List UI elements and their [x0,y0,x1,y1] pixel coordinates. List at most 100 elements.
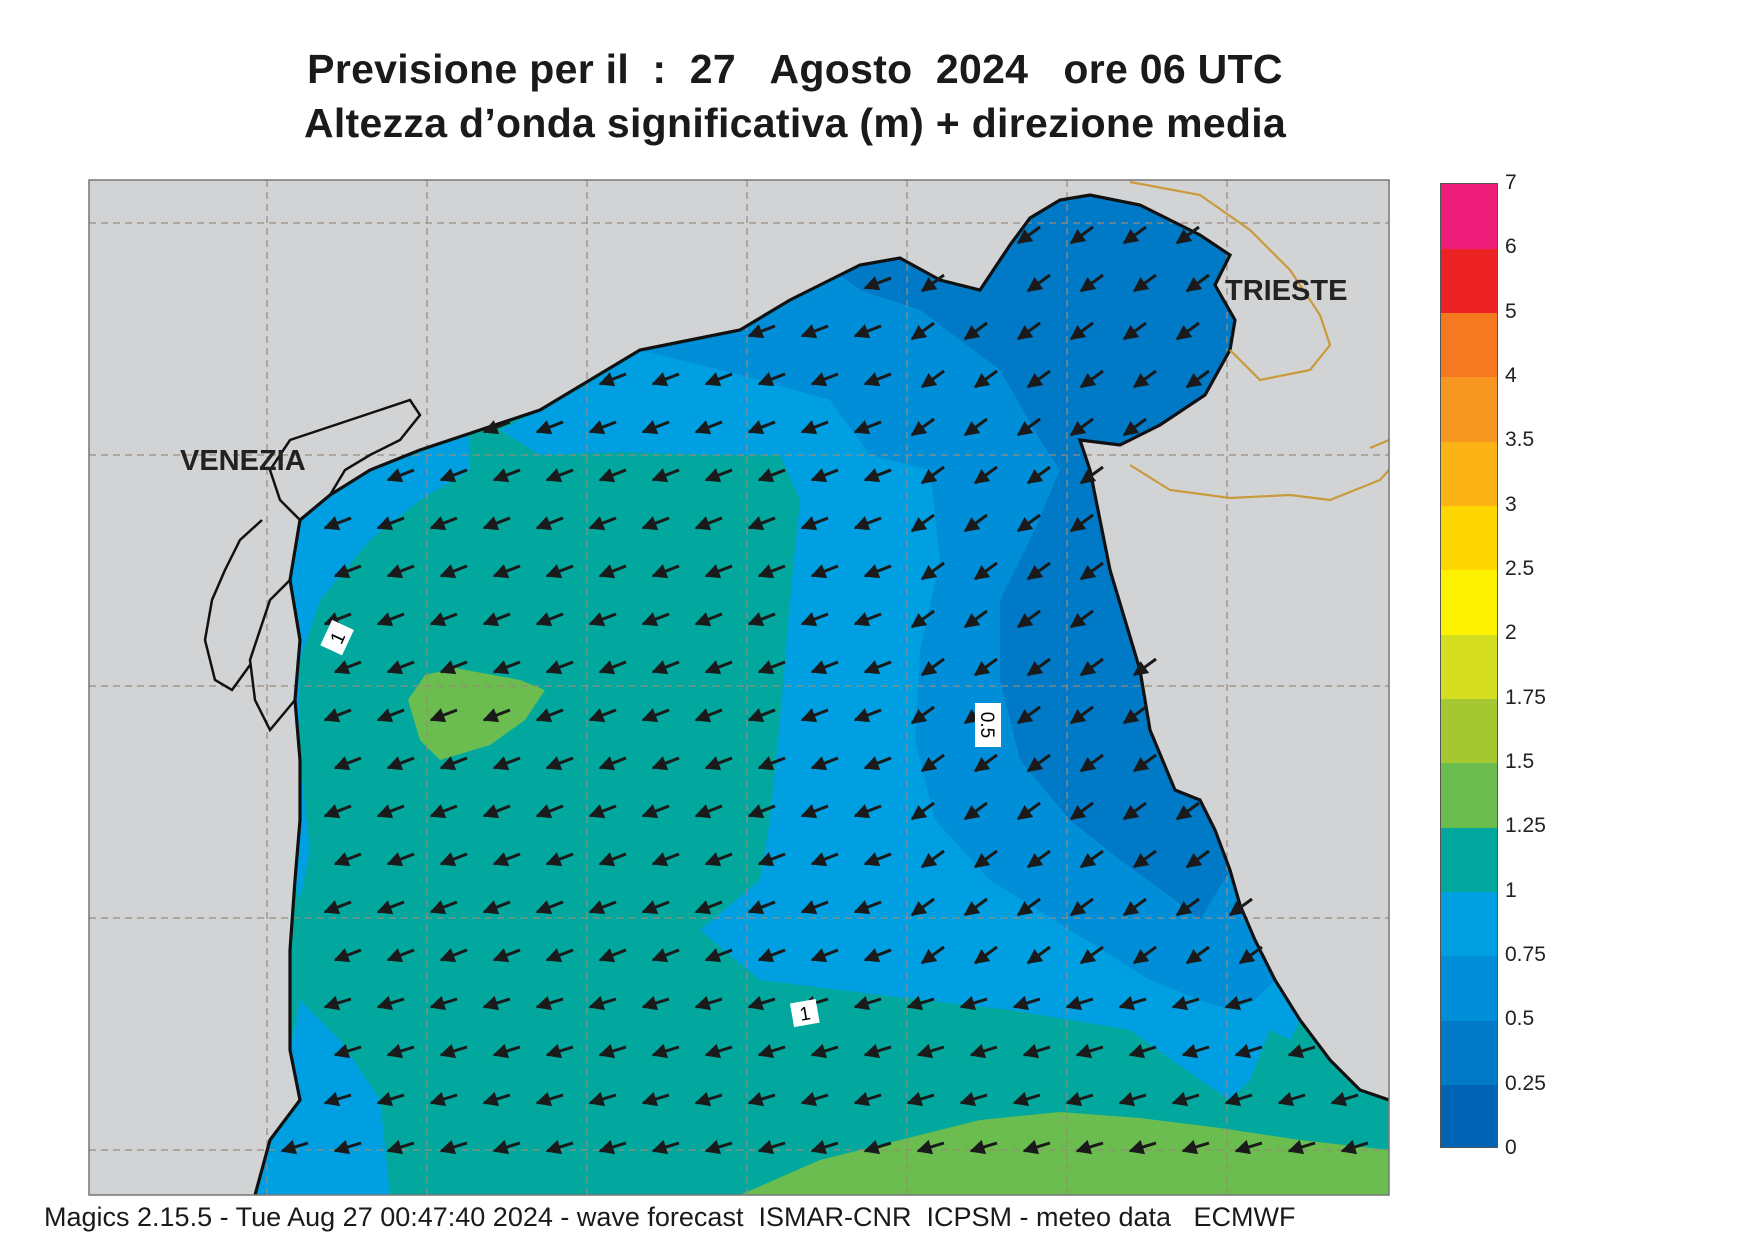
wave-direction-arrow [641,612,670,627]
wave-direction-arrow [853,995,882,1011]
wave-direction-arrow [588,804,617,819]
wave-direction-arrow [863,660,892,675]
wave-direction-arrow [1185,369,1210,389]
wave-direction-arrow [969,1139,998,1155]
wave-direction-arrow [906,1091,935,1107]
wave-direction-arrow [429,804,458,819]
map-frame [88,179,1390,1196]
wave-direction-arrow [853,900,882,915]
wave-direction-arrow [641,995,670,1011]
wave-direction-arrow [973,945,998,965]
national-border [1129,180,1389,502]
wave-direction-arrow [376,900,405,915]
wave-direction-arrow [694,900,723,915]
wave-direction-arrow [386,660,415,675]
legend-tick-label: 0.5 [1505,1007,1535,1031]
wave-direction-arrow [333,756,362,771]
wave-direction-arrow [429,708,458,723]
legend-tick-label: 6 [1505,235,1517,259]
wave-direction-arrow [1065,1091,1094,1107]
wave-direction-arrow [482,804,511,819]
wave-direction-arrow [1069,225,1094,245]
wave-direction-arrow [1132,849,1157,869]
wave-direction-arrow [863,468,892,483]
wave-direction-arrow [1132,657,1157,677]
wave-direction-arrow [704,1043,733,1059]
map-subtitle: Altezza d’onda significativa (m) + direz… [303,100,1287,146]
legend-tick-label: 0 [1505,1136,1517,1159]
wave-direction-arrow [863,948,892,963]
wave-direction-arrow [588,900,617,915]
wave-direction-arrow [810,948,839,963]
wave-direction-arrow [1122,225,1147,245]
wave-direction-arrow [492,660,521,675]
wave-direction-arrow [439,468,468,483]
wave-direction-arrow [910,321,935,341]
wave-direction-arrow [757,1139,786,1155]
wave-direction-arrow [1175,225,1200,245]
wave-direction-arrow [1224,1091,1253,1107]
wave-direction-arrow [386,564,415,579]
wave-direction-arrow [973,369,998,389]
wave-direction-arrow [973,561,998,581]
wave-direction-arrow [747,900,776,915]
wave-direction-arrow [1069,705,1094,725]
wave-direction-arrow [641,708,670,723]
wave-direction-arrow [482,1091,511,1107]
legend-band [1441,312,1497,378]
wave-direction-arrow [694,612,723,627]
wave-direction-arrow [963,417,988,437]
wave-direction-arrow [376,708,405,723]
wave-direction-arrow [1075,1043,1104,1059]
wave-direction-arrow [920,369,945,389]
wave-direction-arrow [333,564,362,579]
wave-direction-arrow [482,516,511,531]
wave-direction-arrow [439,756,468,771]
wave-direction-arrow [1079,369,1104,389]
wave-direction-arrow [651,564,680,579]
wave-direction-arrow [694,420,723,435]
legend-band [1441,1020,1497,1086]
legend-tick-label: 1.5 [1505,750,1535,773]
wave-direction-arrow [1079,561,1104,581]
wave-direction-arrow [757,564,786,579]
wave-direction-arrow [1026,753,1051,773]
wave-direction-arrow [482,708,511,723]
wave-direction-arrow [1016,897,1041,917]
wave-direction-arrow [535,420,564,435]
wave-direction-arrow [1079,657,1104,677]
wave-direction-arrow [810,1139,839,1155]
wave-direction-arrow [863,564,892,579]
wave-direction-arrow [1287,1043,1316,1059]
wave-direction-arrow [1238,945,1263,965]
wave-direction-arrow [973,753,998,773]
wave-direction-arrow [973,849,998,869]
wave-direction-arrow [1132,273,1157,293]
wave-direction-arrow [1016,225,1041,245]
wave-direction-arrow [333,660,362,675]
legend-band [1441,891,1497,957]
legend-band [1441,634,1497,700]
wave-direction-arrow [694,516,723,531]
wave-direction-arrow [959,1091,988,1107]
wave-direction-arrow [1065,995,1094,1011]
wave-direction-arrow [853,804,882,819]
wave-direction-arrow [704,1139,733,1155]
wave-direction-arrow [704,372,733,387]
legend-tick-label: 1.75 [1505,685,1546,709]
wave-direction-arrow [800,324,829,339]
city-label-venezia: VENEZIA [180,445,306,477]
wave-direction-arrow [1171,1091,1200,1107]
legend-band [1441,248,1497,314]
wave-direction-arrow [1330,1091,1359,1107]
wave-direction-arrows [280,225,1369,1155]
wave-direction-arrow [386,1043,415,1059]
wave-direction-arrow [800,1091,829,1107]
wave-direction-arrow [1026,465,1051,485]
wave-direction-arrow [598,852,627,867]
wave-direction-arrow [1079,273,1104,293]
wave-direction-arrow [1079,753,1104,773]
legend-band [1441,827,1497,893]
wave-direction-arrow [920,273,945,293]
